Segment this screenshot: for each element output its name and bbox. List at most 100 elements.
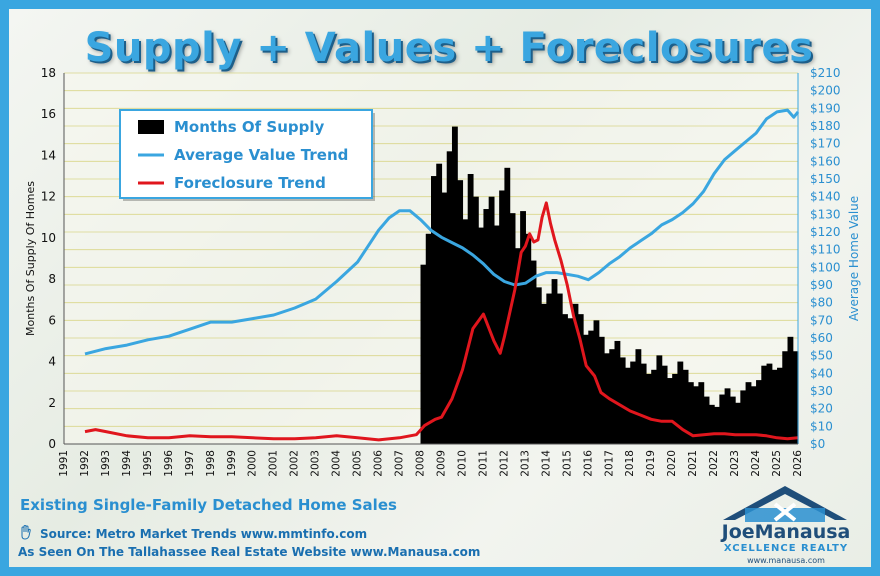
- supply-bar: [499, 190, 505, 444]
- value-trend-line: [84, 108, 800, 356]
- page-title: Supply + Values + Foreclosures: [84, 25, 814, 71]
- x-tick-label: 2024: [750, 450, 762, 477]
- supply-bar: [493, 225, 500, 444]
- supply-bar: [535, 287, 542, 444]
- y2-tick-label: $70: [810, 313, 833, 327]
- logo-tagline: XCELLENCE REALTY: [723, 543, 849, 554]
- y2-tick-label: $10: [810, 419, 833, 433]
- supply-bar: [624, 367, 631, 444]
- x-tick-label: 2000: [247, 450, 259, 477]
- x-tick-label: 2025: [771, 450, 783, 477]
- supply-bar: [483, 209, 490, 444]
- supply-bar: [441, 192, 448, 444]
- chart-subtitle: Existing Single-Family Detached Home Sal…: [20, 496, 397, 514]
- supply-bar: [556, 293, 563, 444]
- supply-bar: [619, 357, 626, 444]
- supply-bar: [567, 318, 574, 444]
- y2-tick-label: $90: [810, 278, 833, 292]
- supply-bar: [777, 367, 783, 444]
- y2-axis-label: Average Home Value: [847, 196, 861, 321]
- y2-tick-label: $130: [810, 207, 841, 221]
- x-tick-label: 1997: [184, 450, 196, 477]
- x-tick-label: 2023: [729, 450, 741, 477]
- x-tick-label: 2002: [289, 450, 301, 477]
- x-tick-label: 2018: [624, 450, 636, 477]
- legend-label: Average Value Trend: [174, 146, 348, 164]
- x-tick-label: 1995: [142, 450, 154, 477]
- supply-bar: [729, 396, 736, 444]
- supply-bar: [446, 151, 453, 445]
- x-tick-label: 1994: [121, 450, 133, 477]
- supply-bar: [478, 227, 485, 444]
- x-tick-label: 1993: [100, 450, 112, 477]
- supply-bar: [562, 314, 568, 444]
- y2-tick-label: $170: [810, 137, 841, 151]
- supply-bar: [630, 361, 637, 444]
- x-tick-label: 2008: [415, 450, 427, 477]
- y2-tick-label: $160: [810, 154, 841, 168]
- supply-bar: [583, 334, 589, 444]
- supply-bar: [488, 196, 495, 444]
- supply-bar: [425, 233, 432, 444]
- y2-tick-label: $120: [810, 225, 841, 239]
- supply-bar: [714, 406, 720, 444]
- supply-bar: [656, 355, 663, 444]
- supply-bar: [614, 340, 621, 444]
- supply-bar: [708, 404, 715, 444]
- hand-icon: [21, 524, 31, 540]
- y-tick-label: 0: [48, 437, 56, 451]
- supply-bar: [509, 213, 516, 444]
- source-credit: Source: Metro Market Trends www.mmtinfo.…: [40, 527, 368, 541]
- x-tick-label: 2022: [708, 450, 720, 477]
- supply-bar: [756, 380, 762, 444]
- x-tick-label: 2001: [268, 450, 280, 477]
- x-tick-label: 2026: [792, 450, 804, 477]
- logo-url: www.manausa.com: [747, 556, 825, 565]
- supply-bar: [735, 402, 741, 444]
- supply-bar: [761, 365, 768, 444]
- x-tick-label: 2009: [435, 450, 447, 477]
- supply-bar: [687, 382, 694, 444]
- x-tick-label: 2010: [456, 450, 468, 477]
- x-tick-label: 2004: [331, 450, 343, 477]
- x-tick-label: 2007: [394, 450, 406, 477]
- supply-bar: [719, 394, 726, 444]
- y-tick-label: 16: [41, 107, 56, 121]
- supply-bar: [703, 396, 710, 444]
- supply-bar: [750, 386, 757, 444]
- x-tick-label: 2012: [498, 450, 510, 477]
- x-tick-label: 1996: [163, 450, 175, 477]
- x-tick-label: 2013: [519, 450, 531, 477]
- legend-label: Months Of Supply: [174, 118, 325, 136]
- supply-bar: [504, 167, 511, 445]
- supply-bar: [530, 260, 537, 444]
- supply-bar: [724, 388, 731, 444]
- supply-bar: [666, 378, 673, 444]
- supply-bar: [457, 180, 464, 444]
- seen-on-credit: As Seen On The Tallahassee Real Estate W…: [18, 545, 481, 559]
- supply-bar: [588, 330, 595, 444]
- supply-bar: [792, 351, 799, 444]
- x-tick-label: 2019: [645, 450, 657, 477]
- logo-name: JoeManausa: [721, 521, 851, 543]
- supply-bar: [682, 369, 689, 444]
- supply-bar: [609, 349, 616, 444]
- y2-tick-label: $80: [810, 296, 833, 310]
- legend-swatch-supply: [138, 120, 164, 134]
- y-tick-label: 12: [41, 190, 56, 204]
- supply-bar: [693, 386, 699, 444]
- y2-tick-label: $50: [810, 349, 833, 363]
- supply-bars: [420, 126, 799, 445]
- y2-tick-label: $60: [810, 331, 833, 345]
- supply-bar: [451, 126, 458, 444]
- y2-tick-label: $210: [810, 66, 841, 80]
- y2-tick-label: $100: [810, 260, 841, 274]
- supply-bar: [514, 248, 521, 444]
- x-tick-label: 2011: [477, 450, 489, 477]
- y2-tick-label: $30: [810, 384, 833, 398]
- supply-bar: [771, 369, 778, 444]
- supply-bar: [551, 279, 558, 444]
- y-tick-label: 4: [48, 355, 56, 369]
- x-tick-label: 1991: [58, 450, 70, 477]
- legend-label: Foreclosure Trend: [174, 174, 326, 192]
